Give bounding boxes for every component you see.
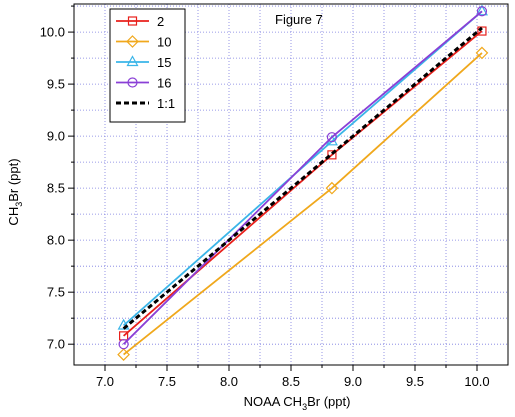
data-point bbox=[475, 4, 488, 16]
legend-label: 10 bbox=[157, 35, 171, 50]
legend-label: 1:1 bbox=[157, 96, 175, 111]
legend-label: 15 bbox=[157, 55, 171, 70]
series-line bbox=[122, 26, 483, 330]
data-point bbox=[477, 26, 487, 36]
data-point bbox=[117, 318, 130, 330]
x-axis-title-suffix: Br (ppt) bbox=[307, 394, 350, 409]
x-tick-label: 7.0 bbox=[96, 374, 114, 389]
data-point bbox=[118, 339, 129, 350]
y-tick-label: 8.0 bbox=[47, 233, 65, 248]
legend-label: 2 bbox=[157, 14, 164, 29]
series-line bbox=[122, 10, 483, 345]
legend-swatch-marker bbox=[127, 77, 138, 88]
data-point bbox=[117, 348, 130, 361]
legend-item: 15 bbox=[116, 55, 171, 70]
legend-label: 16 bbox=[157, 76, 171, 91]
data-point bbox=[475, 46, 489, 60]
legend-item: 10 bbox=[116, 35, 171, 50]
legend-swatch-marker bbox=[126, 55, 139, 67]
y-tick-label: 9.5 bbox=[47, 77, 65, 92]
x-tick-label: 10.0 bbox=[464, 374, 489, 389]
y-tick-label: 9.0 bbox=[47, 129, 65, 144]
figure-label: Figure 7 bbox=[275, 12, 323, 27]
tick-labels: 7.0 7.5 8.0 8.5 9.0 9.5 10.0 7.0 7.5 8.0 8.5 9.0 9.5… bbox=[40, 25, 490, 389]
data-point bbox=[327, 150, 337, 160]
x-tick-label: 9.0 bbox=[344, 374, 362, 389]
x-tick-label: 8.0 bbox=[220, 374, 238, 389]
y-tick-label: 7.5 bbox=[47, 285, 65, 300]
y-tick-label: 7.0 bbox=[47, 337, 65, 352]
y-axis-title: CH3Br (ppt) bbox=[6, 158, 24, 225]
series-layer bbox=[117, 4, 489, 361]
x-axis-title-prefix: NOAA CH bbox=[244, 394, 303, 409]
y-axis-title-sub: 3 bbox=[14, 202, 24, 207]
series-line bbox=[123, 52, 483, 356]
series-1-1 bbox=[122, 26, 483, 330]
legend-item: 2 bbox=[116, 14, 164, 29]
y-tick-label: 10.0 bbox=[40, 25, 65, 40]
ticks bbox=[68, 5, 478, 371]
y-axis-title-suffix: Br (ppt) bbox=[6, 158, 21, 201]
x-tick-label: 9.5 bbox=[406, 374, 424, 389]
x-tick-label: 7.5 bbox=[158, 374, 176, 389]
x-axis-title-sub: 3 bbox=[302, 402, 307, 412]
y-axis-title-prefix: CH bbox=[6, 207, 21, 226]
data-point bbox=[476, 6, 488, 17]
data-point bbox=[326, 132, 338, 143]
legend-item: 1:1 bbox=[116, 96, 175, 111]
series-16 bbox=[118, 6, 488, 350]
legend-swatch-marker bbox=[126, 35, 139, 48]
legend-swatch-marker bbox=[127, 16, 138, 26]
legend-box bbox=[109, 8, 186, 123]
series-10 bbox=[117, 46, 489, 361]
legend: 2 10 15 16 1:1 bbox=[109, 8, 186, 123]
x-axis-title: NOAA CH3Br (ppt) bbox=[244, 394, 351, 412]
x-tick-label: 8.5 bbox=[282, 374, 300, 389]
data-point bbox=[325, 181, 339, 195]
y-tick-label: 8.5 bbox=[47, 181, 65, 196]
legend-item: 16 bbox=[116, 76, 171, 91]
